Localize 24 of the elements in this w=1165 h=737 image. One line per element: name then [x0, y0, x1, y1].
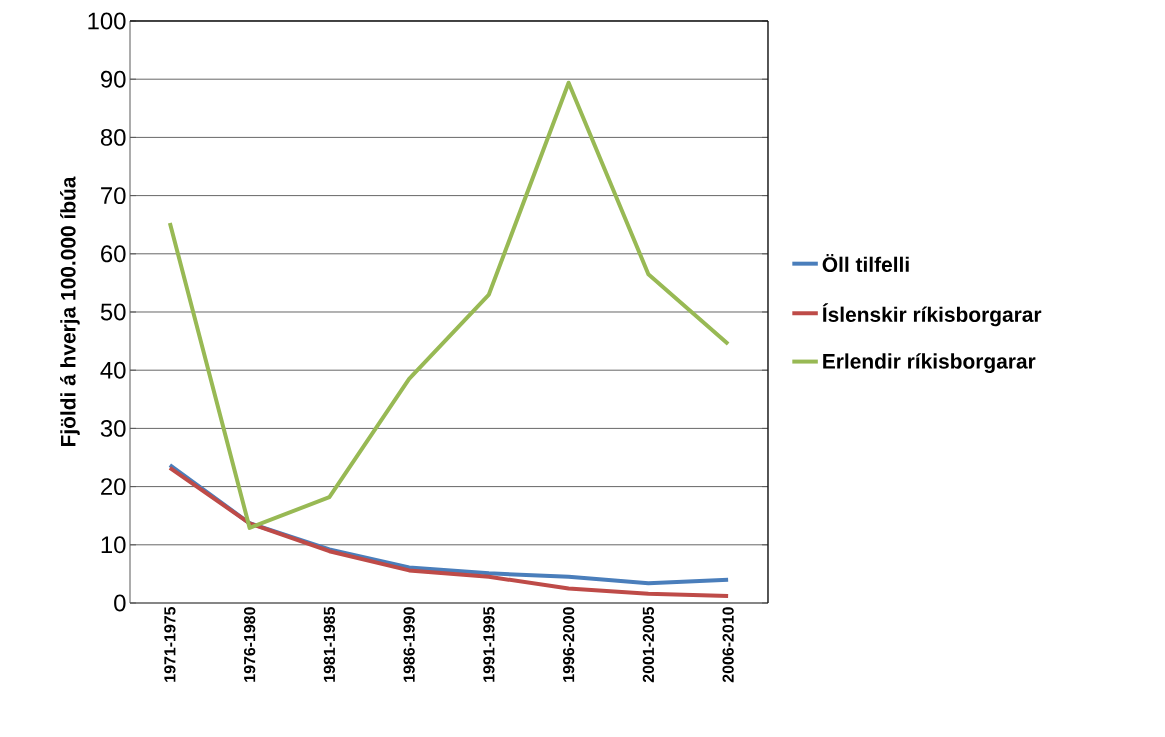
y-axis-title: Fjöldi á hverja 100.000 íbúa — [60, 176, 80, 447]
y-tick-label: 10 — [101, 536, 126, 554]
y-tick-label: 100 — [88, 12, 126, 30]
y-tick-label: 60 — [101, 245, 126, 263]
x-tick-label: 1991-1995 — [483, 606, 495, 682]
y-tick-label: 30 — [100, 419, 126, 437]
x-tick-label: 1971-1975 — [164, 606, 176, 682]
x-tick-label: 1981-1985 — [323, 606, 336, 682]
x-tick-label: 2006-2010 — [722, 607, 734, 683]
y-tick-label: 40 — [100, 361, 126, 379]
y-tick-label: 20 — [101, 478, 126, 496]
y-tick-label: 70 — [101, 187, 126, 205]
x-tick-label: 1996-2000 — [562, 607, 575, 682]
y-tick-label: 80 — [100, 128, 126, 146]
line-series — [167, 80, 731, 530]
legend-label: Öll tilfelli — [822, 253, 909, 273]
legend-label: Erlendir ríkisborgarar — [823, 353, 1036, 373]
x-tick-label: 2001-2005 — [642, 606, 655, 683]
y-tick-label: 50 — [100, 303, 126, 321]
y-tick-label: 0 — [114, 594, 126, 612]
x-tick-label: 1986-1990 — [403, 607, 415, 682]
y-tick-label: 90 — [101, 70, 126, 88]
x-tick-label: 1976-1980 — [243, 607, 256, 682]
legend-label: Íslenskir ríkisborgarar — [822, 303, 1042, 327]
